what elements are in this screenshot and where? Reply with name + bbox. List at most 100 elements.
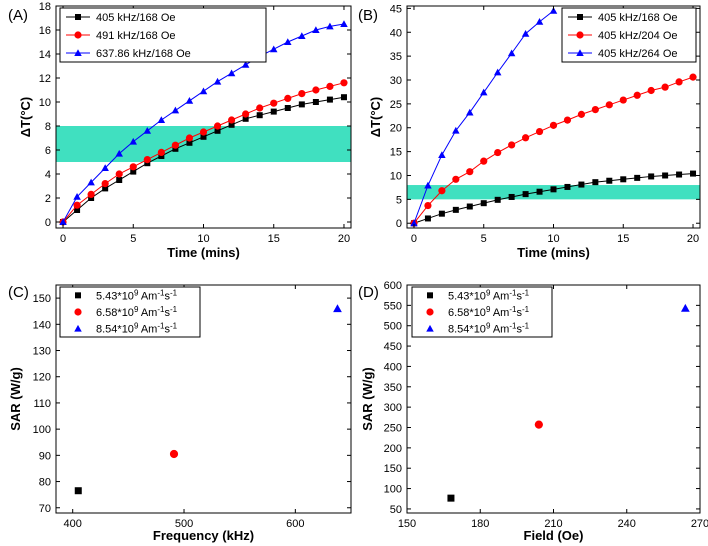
y-tick-label: 0 — [45, 217, 51, 229]
data-point — [101, 180, 109, 188]
series-0 — [410, 170, 697, 227]
data-point — [466, 108, 474, 116]
legend-text: 6.58*10 — [96, 307, 134, 319]
series-1 — [410, 73, 697, 227]
data-point — [424, 215, 431, 222]
x-tick-label: 0 — [411, 233, 417, 245]
legend-text: s — [164, 290, 170, 302]
data-point — [549, 7, 558, 14]
x-tick-label: 400 — [64, 518, 82, 530]
data-point — [199, 128, 208, 136]
y-tick-label: 500 — [384, 321, 402, 333]
legend: 5.43*109 Am-1s-16.58*109 Am-1s-18.54*109… — [411, 286, 553, 338]
y-axis-label: SAR (W/g) — [8, 367, 23, 431]
y-tick-label: 100 — [384, 484, 402, 496]
data-point — [326, 82, 334, 90]
data-point — [550, 186, 557, 193]
data-point — [74, 207, 81, 213]
y-tick-label: 15 — [390, 147, 402, 159]
data-point — [564, 183, 571, 190]
data-point — [241, 61, 250, 68]
legend-text: Am — [490, 324, 509, 336]
x-tick-label: 15 — [617, 233, 629, 245]
y-tick-label: 140 — [33, 319, 51, 331]
y-tick-label: 130 — [33, 346, 51, 358]
legend: 5.43*109 Am-1s-16.58*109 Am-1s-18.54*109… — [59, 286, 201, 338]
y-tick-label: 150 — [33, 293, 51, 305]
data-point — [634, 174, 641, 181]
data-point — [227, 116, 236, 124]
y-tick-label: 80 — [39, 477, 51, 489]
data-point — [87, 190, 95, 198]
data-point — [269, 45, 278, 53]
data-point — [535, 127, 544, 136]
data-point — [130, 168, 137, 175]
y-tick-label: 110 — [33, 398, 51, 410]
y-tick-label: 4 — [45, 169, 51, 181]
y-tick-label: 600 — [384, 280, 402, 292]
data-point — [87, 178, 95, 186]
data-point — [521, 134, 530, 142]
legend-text: Am — [138, 307, 157, 319]
x-tick-label: 5 — [130, 233, 136, 245]
legend-text: s — [516, 307, 522, 319]
legend-superscript: -1 — [522, 288, 530, 297]
legend-superscript: -1 — [157, 322, 165, 331]
series-0 — [447, 494, 455, 502]
data-point — [298, 90, 306, 98]
data-point — [438, 151, 446, 158]
data-point — [157, 148, 165, 156]
legend-superscript: -1 — [170, 288, 178, 297]
series-2 — [410, 7, 558, 227]
data-point — [480, 157, 488, 165]
data-point — [605, 101, 613, 109]
legend-marker — [75, 14, 81, 20]
panel-1: 0 5 10 15 20 0 5 10 15 20 25 30 35 40 45 Time (mins) ΔT(… — [358, 3, 701, 260]
y-tick-label: 100 — [33, 424, 51, 436]
series-1 — [169, 449, 179, 459]
data-point — [172, 145, 179, 152]
data-point — [298, 101, 305, 108]
data-point — [438, 210, 445, 217]
data-point — [270, 99, 278, 107]
legend-text: Am — [490, 307, 509, 319]
data-point — [675, 78, 683, 86]
legend-label: 6.58*109 Am-1s-1 — [448, 305, 530, 319]
legend-superscript: 9 — [134, 305, 139, 314]
legend-superscript: -1 — [509, 288, 517, 297]
data-point — [157, 116, 166, 123]
legend-label: 491 kHz/168 Oe — [96, 30, 176, 42]
x-tick-label: 20 — [687, 233, 699, 245]
x-tick-label: 10 — [197, 233, 209, 245]
data-point — [633, 91, 641, 99]
legend-superscript: -1 — [509, 322, 517, 331]
data-point — [102, 185, 109, 192]
data-point — [494, 148, 502, 157]
data-point — [521, 29, 530, 37]
legend: 405 kHz/168 Oe 405 kHz/204 Oe 405 kHz/264 … — [561, 7, 697, 63]
data-point — [577, 110, 586, 118]
data-point — [73, 193, 81, 200]
legend-label: 637.86 kHz/168 Oe — [96, 48, 191, 60]
y-axis-label: ΔT(°C) — [18, 97, 33, 138]
data-point — [115, 170, 123, 178]
legend-text: Am — [138, 290, 157, 302]
data-point — [340, 79, 348, 87]
data-point — [228, 121, 235, 128]
y-tick-label: 25 — [390, 99, 402, 111]
data-point — [680, 303, 690, 312]
series-2 — [680, 303, 690, 312]
x-tick-label: 500 — [175, 518, 193, 530]
y-tick-label: 50 — [390, 504, 402, 516]
data-point — [690, 170, 697, 177]
legend-label: 405 kHz/168 Oe — [598, 12, 678, 24]
legend-marker — [74, 324, 82, 332]
legend-superscript: -1 — [157, 288, 165, 297]
data-point — [647, 86, 655, 95]
y-tick-label: 0 — [396, 218, 402, 230]
x-axis-label: Time (mins) — [167, 245, 240, 260]
data-point — [447, 494, 455, 502]
data-point — [284, 105, 291, 111]
legend-text: 5.43*10 — [448, 290, 486, 302]
